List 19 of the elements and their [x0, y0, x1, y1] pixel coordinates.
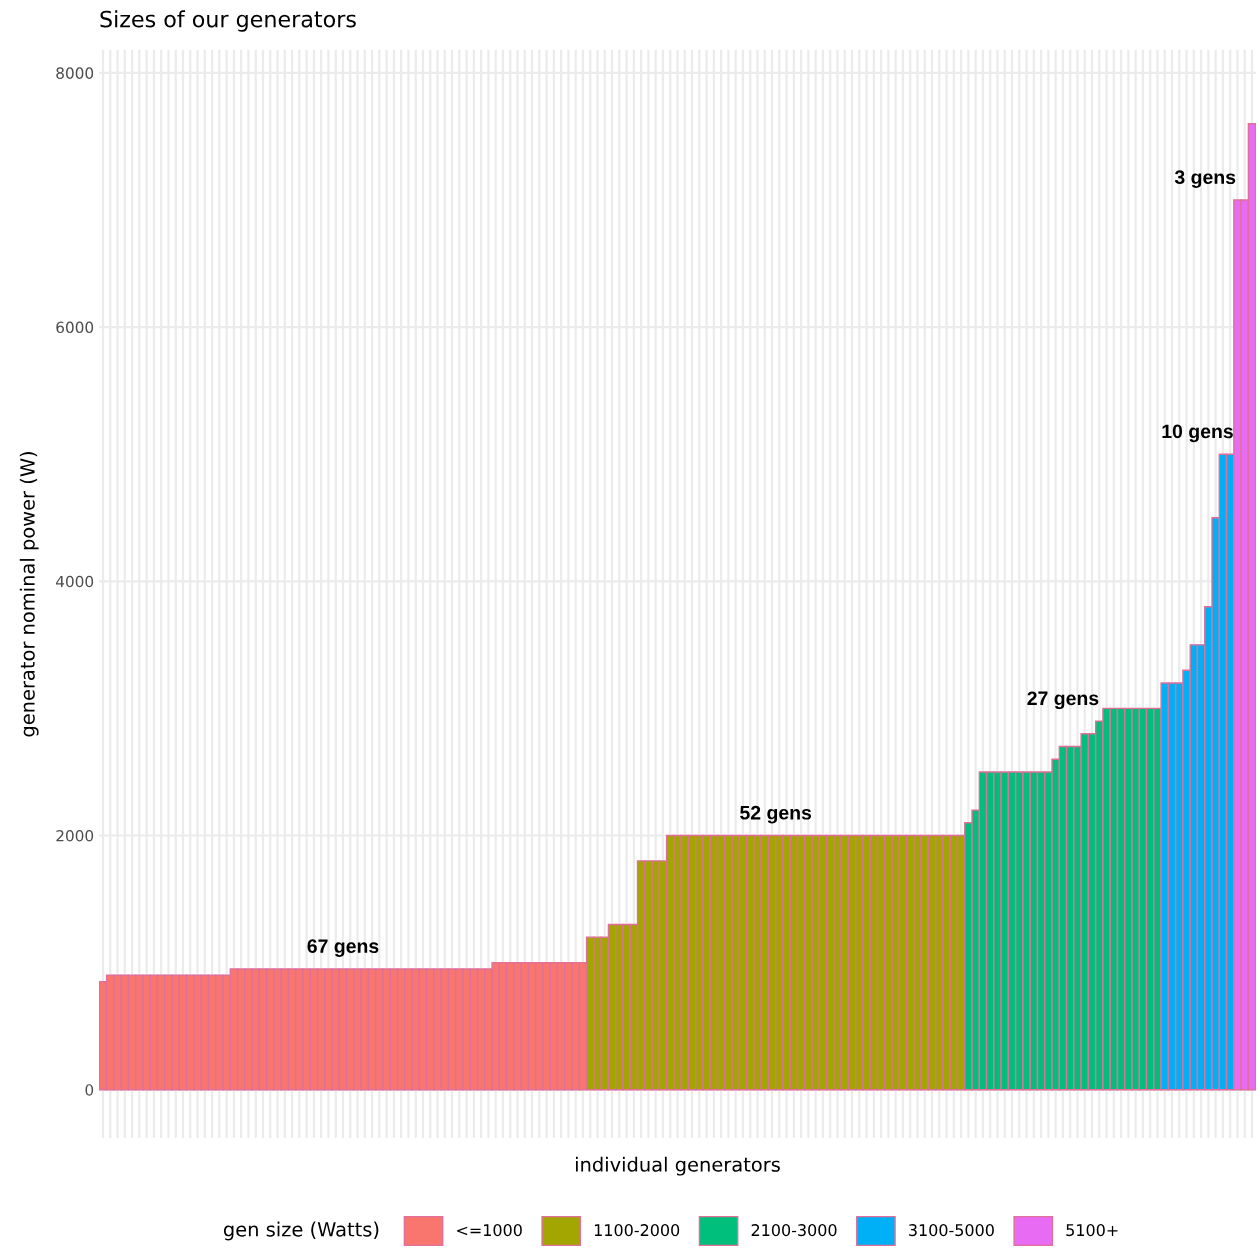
y-tick-label: 8000 — [56, 67, 94, 79]
legend-label: <=1000 — [457, 1224, 522, 1237]
y-tick-label: 4000 — [56, 575, 94, 588]
y-axis-title: generator nominal power (W) — [19, 452, 39, 737]
legend-label: 5100+ — [1066, 1224, 1118, 1237]
annotation: 3 gens — [1174, 170, 1236, 188]
chart-title: Sizes of our generators — [100, 10, 356, 32]
annotation: 27 gens — [1027, 691, 1099, 710]
legend-title: gen size (Watts) — [223, 1221, 379, 1241]
legend-label: 3100-5000 — [909, 1224, 994, 1237]
annotation: 52 gens — [740, 805, 812, 824]
legend-label: 1100-2000 — [594, 1224, 680, 1237]
annotation: 10 gens — [1162, 424, 1233, 443]
y-tick-label: 2000 — [56, 829, 94, 842]
y-tick-label: 0 — [85, 1084, 94, 1096]
x-axis-title: individual generators — [575, 1156, 780, 1176]
y-tick-label: 6000 — [56, 321, 94, 334]
annotation: 67 gens — [307, 939, 379, 957]
legend-label: 2100-3000 — [751, 1224, 837, 1237]
